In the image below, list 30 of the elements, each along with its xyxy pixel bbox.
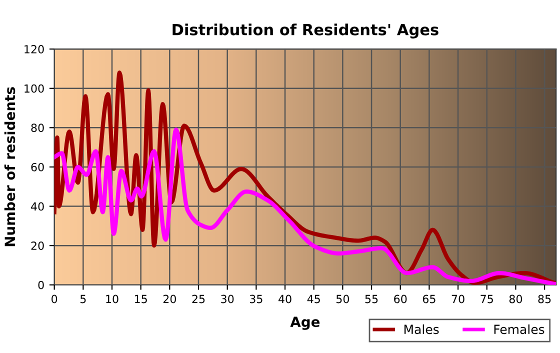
y-tick-label: 20 <box>31 242 44 250</box>
legend-label: Females <box>494 324 544 334</box>
x-tick-label: 25 <box>192 294 205 304</box>
x-tick-label: 5 <box>80 294 86 304</box>
y-tick-label: 0 <box>38 280 44 290</box>
x-tick-label: 15 <box>134 294 147 304</box>
x-tick-label: 30 <box>221 294 234 304</box>
x-tick-label: 60 <box>394 294 407 304</box>
x-axis-title: Age <box>290 316 320 330</box>
y-tick-label: 120 <box>24 45 44 54</box>
x-tick-label: 40 <box>278 294 292 304</box>
x-tick-label: 20 <box>163 294 176 304</box>
x-tick-label: 70 <box>452 294 464 304</box>
x-tick-label: 55 <box>365 294 378 304</box>
x-tick-label: 35 <box>250 294 262 304</box>
x-tick-label: 50 <box>336 294 350 304</box>
y-tick-label: 60 <box>31 162 44 172</box>
x-tick-label: 65 <box>422 294 436 304</box>
x-tick-label: 10 <box>106 294 118 304</box>
x-tick-label: 0 <box>52 294 58 304</box>
x-tick-label: 85 <box>538 294 551 304</box>
x-tick-label: 80 <box>509 294 522 304</box>
x-tick-label: 45 <box>307 294 320 304</box>
y-tick-label: 40 <box>31 202 44 211</box>
y-tick-label: 80 <box>31 124 44 132</box>
legend-label: Males <box>404 324 439 334</box>
y-axis-title: Number of residents <box>4 87 16 246</box>
chart-title: Distribution of Residents' Ages <box>172 24 438 38</box>
x-tick-label: 75 <box>480 294 493 304</box>
y-tick-label: 100 <box>24 84 44 93</box>
